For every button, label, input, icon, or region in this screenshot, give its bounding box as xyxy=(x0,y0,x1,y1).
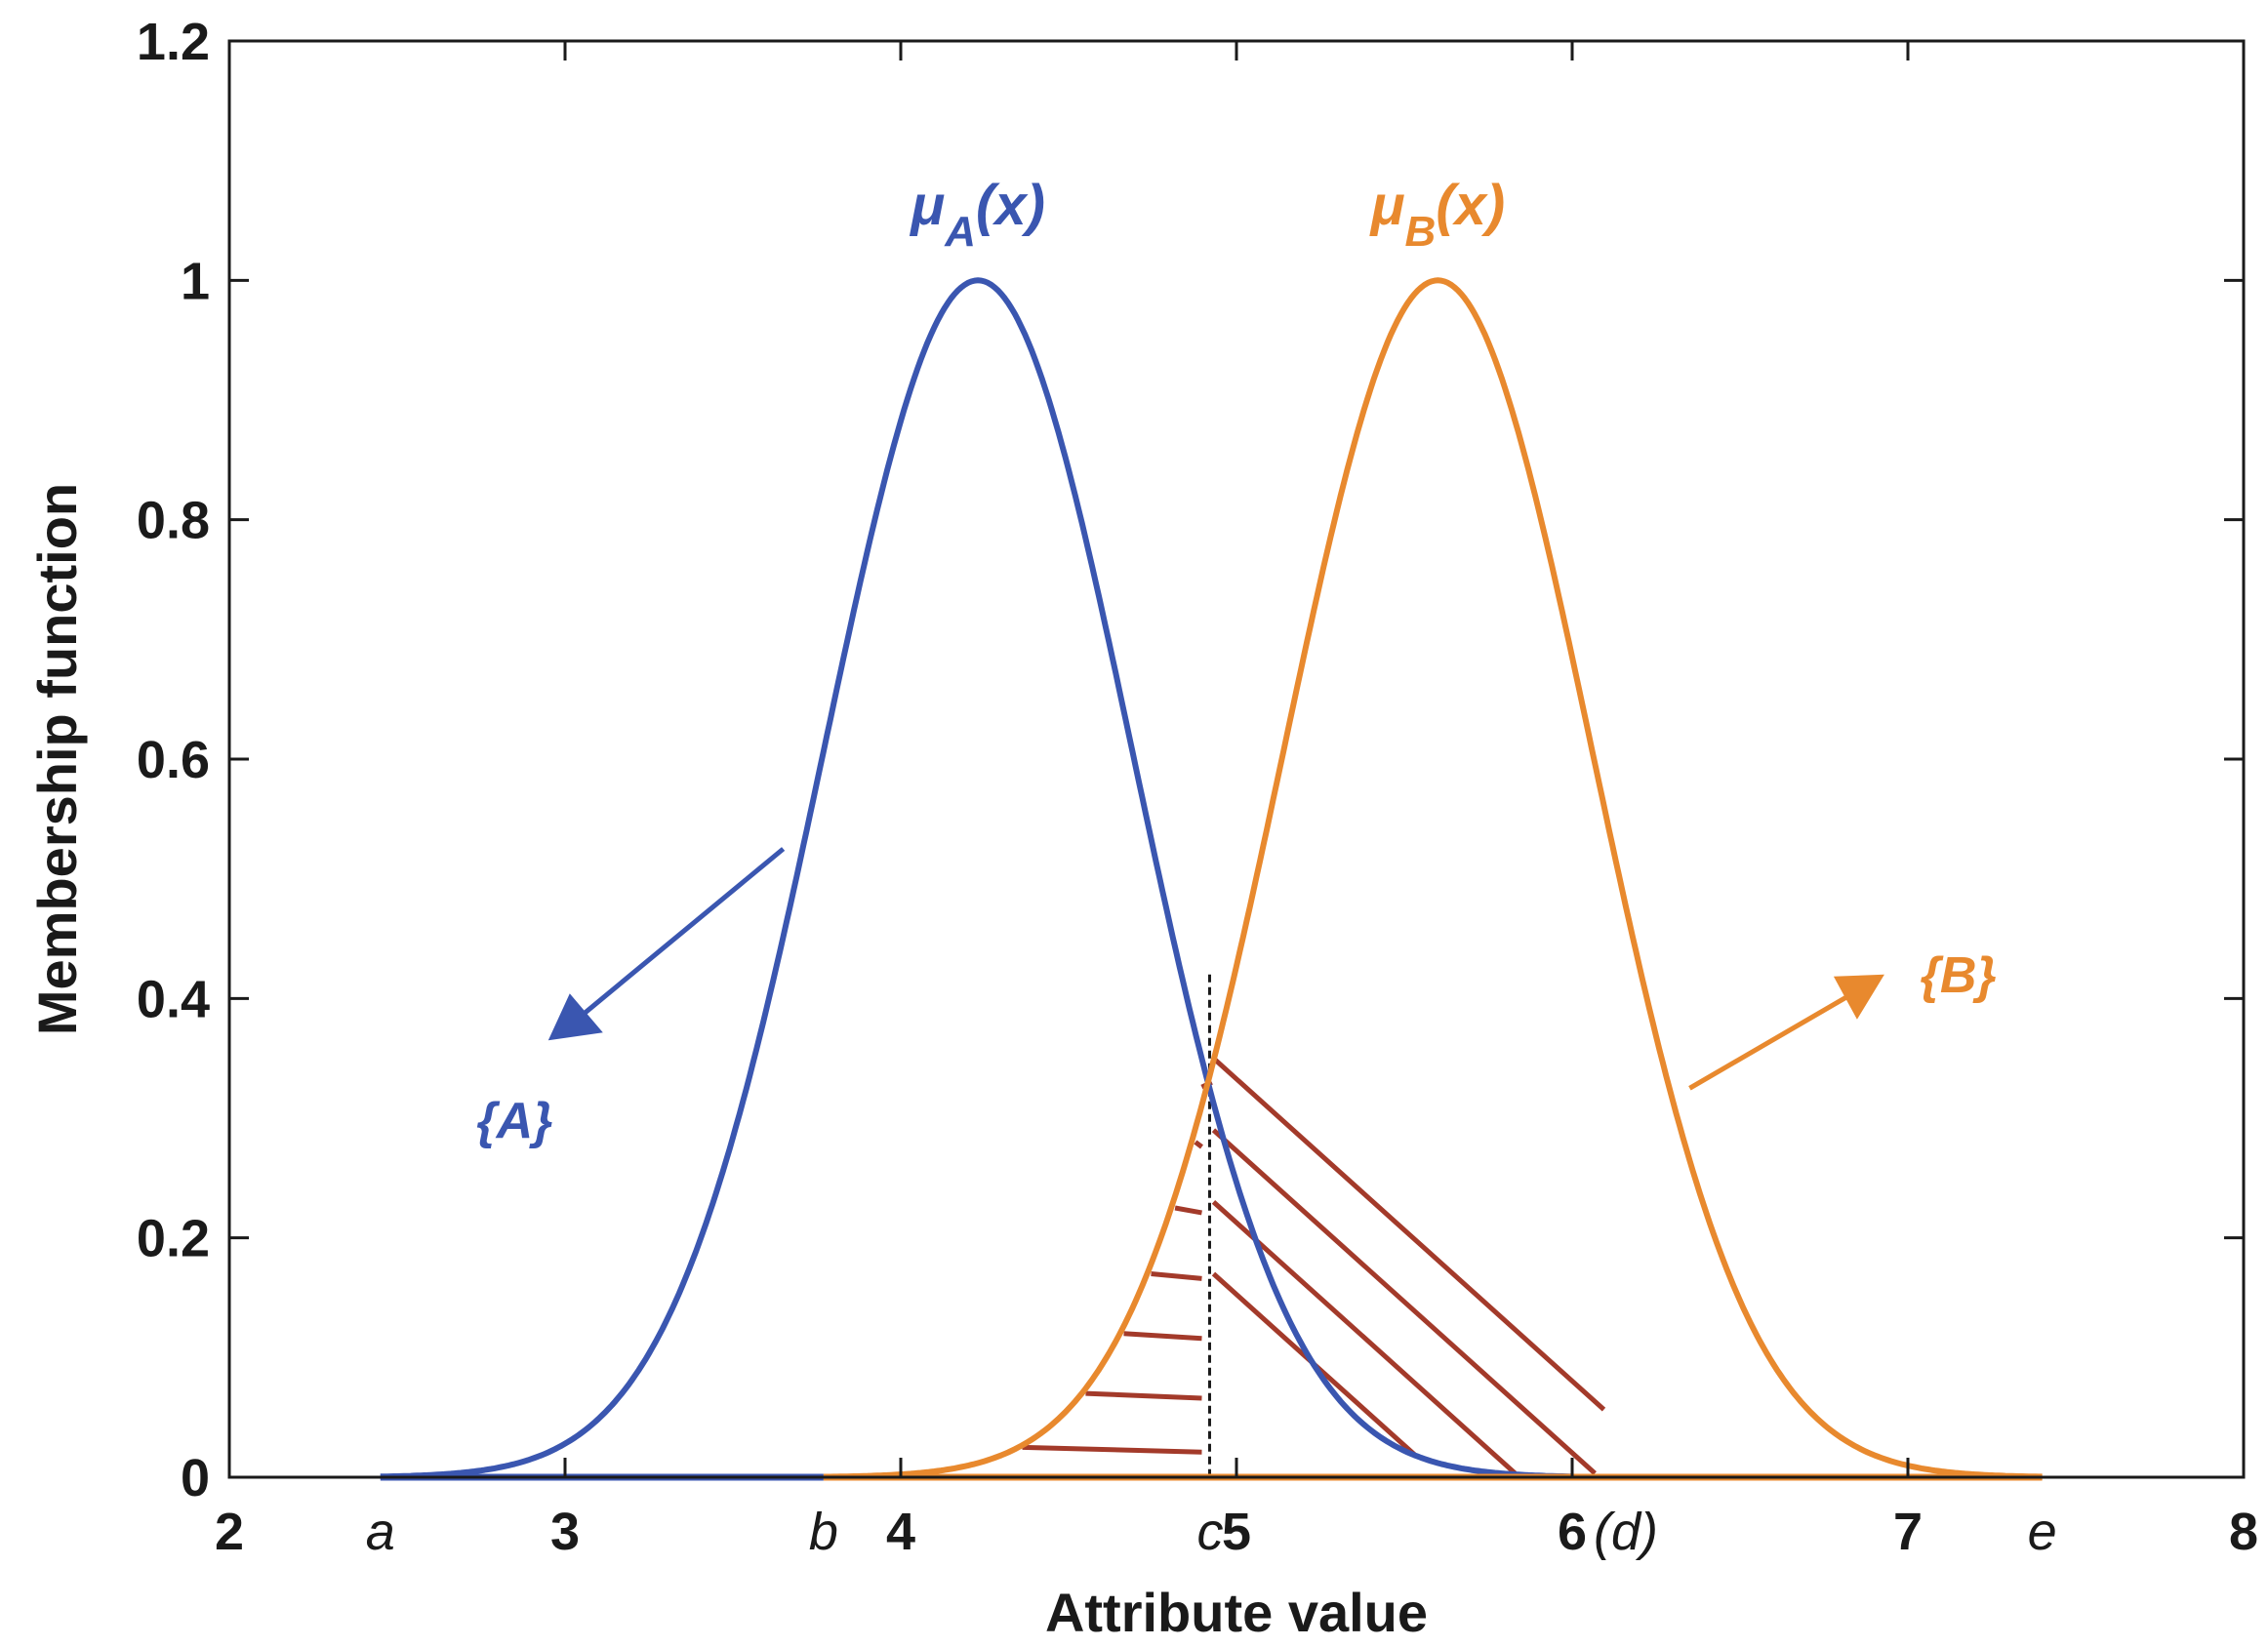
set-B-arrow-head xyxy=(1833,974,1884,1020)
x-axis-title: Attribute value xyxy=(1045,1582,1428,1643)
point-label-a: a xyxy=(366,1503,395,1561)
x-tick-label: 5 xyxy=(1222,1503,1251,1561)
hatch-right xyxy=(1211,1128,1597,1475)
x-tick-label: 3 xyxy=(550,1503,580,1561)
y-tick-label: 1 xyxy=(181,252,210,310)
point-label-c: c xyxy=(1196,1503,1223,1561)
set-B-label: {B} xyxy=(1921,947,1997,1004)
annotations: μA(x) μB(x) {A} {B} a b c (d) e xyxy=(366,174,2057,1561)
x-tick-label: 4 xyxy=(886,1503,915,1561)
axis-ticks: 2 3 4 5 6 7 8 0 0.2 0.4 0.6 0.8 1 1.2 xyxy=(137,13,2258,1561)
curve-label-mu_A: μA(x) xyxy=(909,174,1045,256)
set-A-arrow-shaft xyxy=(576,847,786,1022)
x-tick-label: 2 xyxy=(215,1503,244,1561)
hatch-left xyxy=(1174,1205,1202,1216)
y-axis-title: Membership function xyxy=(26,483,88,1035)
y-tick-label: 0.2 xyxy=(137,1210,210,1268)
set-A-arrow-head xyxy=(547,993,603,1041)
y-tick-label: 0.6 xyxy=(137,731,210,789)
hatch-left xyxy=(1151,1270,1202,1281)
hatch-left xyxy=(1022,1444,1202,1455)
curve-mu_A xyxy=(380,277,1573,1480)
y-tick-label: 0.4 xyxy=(137,970,210,1028)
y-tick-label: 1.2 xyxy=(137,13,210,71)
y-tick-label: 0 xyxy=(181,1449,210,1507)
y-tick-label: 0.8 xyxy=(137,492,210,550)
x-tick-label: 6 xyxy=(1558,1503,1587,1561)
x-tick-label: 7 xyxy=(1893,1503,1923,1561)
point-label-e: e xyxy=(2028,1503,2057,1561)
hatch-right xyxy=(1211,1200,1518,1475)
hatch-left xyxy=(1194,1140,1203,1149)
hatch-left xyxy=(1123,1331,1202,1342)
curve-mu_B xyxy=(823,277,2043,1480)
set-B-arrow-shaft xyxy=(1688,989,1857,1091)
overlap-hatch xyxy=(1022,974,1606,1477)
point-label-d: (d) xyxy=(1594,1503,1658,1561)
set-A-label: {A} xyxy=(476,1093,552,1149)
hatch-right xyxy=(1211,1056,1606,1412)
curve-label-mu_B: μB(x) xyxy=(1369,174,1506,256)
point-label-b: b xyxy=(809,1503,838,1561)
hatch-left xyxy=(1085,1390,1202,1401)
x-tick-label: 8 xyxy=(2229,1503,2258,1561)
